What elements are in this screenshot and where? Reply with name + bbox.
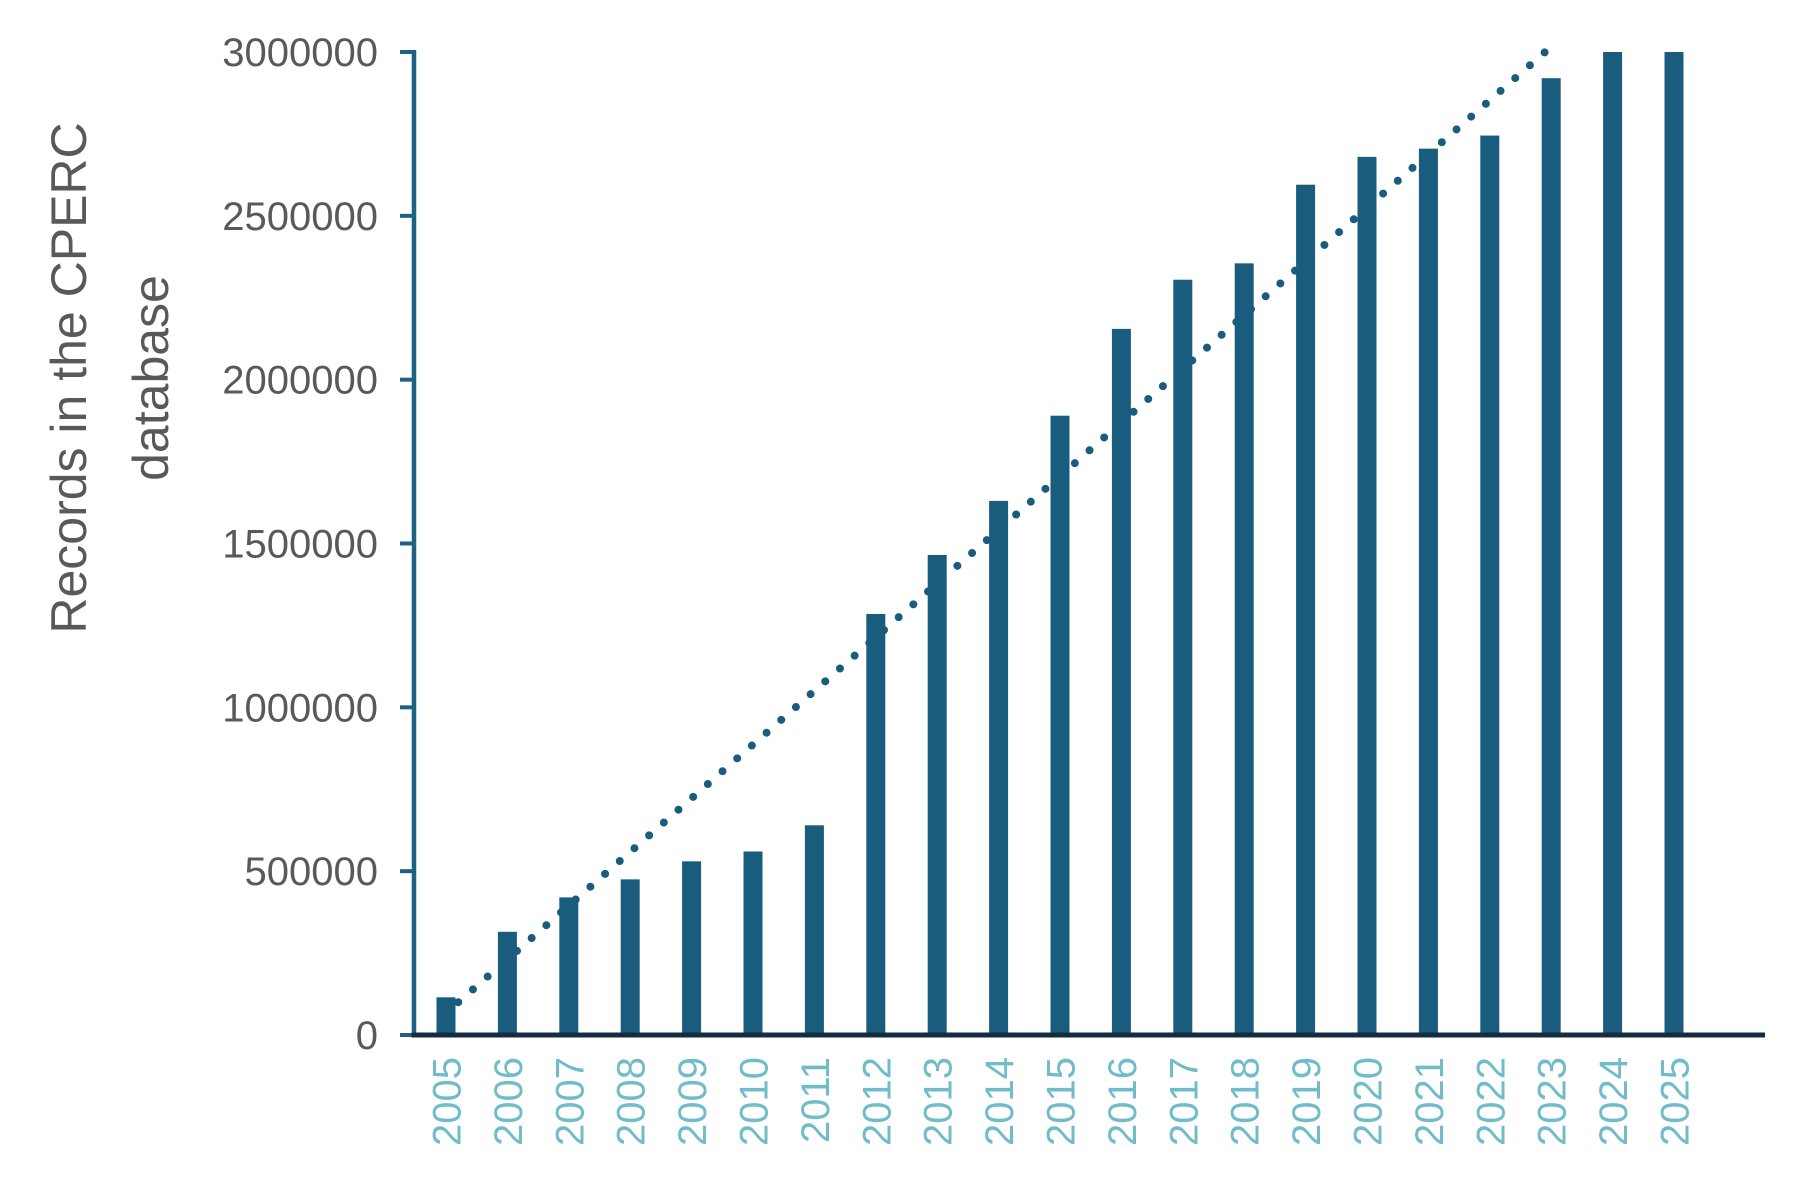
x-tick-label-2018: 2018	[1224, 1057, 1268, 1146]
bar-2024	[1603, 52, 1623, 1035]
x-tick-label-2022: 2022	[1469, 1057, 1513, 1146]
y-tick-label-500000: 500000	[245, 850, 378, 894]
bar-2016	[1111, 328, 1131, 1036]
bar-2008	[620, 879, 640, 1035]
x-tick-label-2017: 2017	[1162, 1057, 1206, 1146]
bar-2010	[743, 851, 763, 1035]
bar-2009	[682, 861, 702, 1035]
y-tick-label-1000000: 1000000	[222, 686, 378, 730]
bar-2018	[1234, 263, 1254, 1036]
trendline	[454, 48, 1550, 1007]
bar-2025	[1664, 52, 1684, 1035]
y-axis-title-line2: database	[123, 275, 179, 481]
bar-2005	[436, 997, 456, 1035]
bar-2006	[497, 931, 517, 1035]
x-tick-label-2012: 2012	[855, 1057, 899, 1146]
bar-2014	[989, 500, 1009, 1035]
y-tick-label-3000000: 3000000	[222, 31, 378, 75]
x-tick-label-2005: 2005	[426, 1057, 470, 1146]
y-tick-label-2000000: 2000000	[222, 359, 378, 403]
bar-2020	[1357, 156, 1377, 1035]
bar-2013	[927, 554, 947, 1035]
x-tick-label-2021: 2021	[1408, 1057, 1452, 1146]
y-tick-label-1500000: 1500000	[222, 523, 378, 567]
x-tick-label-2015: 2015	[1040, 1057, 1084, 1146]
chart-generated-layer: 0 500000 1000000 1500000 2000000 2500000 30000…	[222, 31, 1765, 1146]
x-tick-label-2010: 2010	[733, 1057, 777, 1146]
y-tick-label-0: 0	[356, 1014, 378, 1058]
bar-2017	[1173, 279, 1193, 1035]
x-tick-label-2020: 2020	[1347, 1057, 1391, 1146]
x-tick-label-2007: 2007	[548, 1057, 592, 1146]
y-axis-title-line1: Records in the CPERC	[41, 122, 97, 633]
x-tick-label-2006: 2006	[487, 1057, 531, 1146]
bar-2022	[1480, 135, 1500, 1035]
x-tick-label-2014: 2014	[978, 1057, 1022, 1146]
y-tick-label-2500000: 2500000	[222, 195, 378, 239]
bar-2023	[1541, 78, 1561, 1036]
bar-2019	[1296, 184, 1316, 1035]
bar-2015	[1050, 415, 1070, 1036]
x-tick-label-2013: 2013	[917, 1057, 961, 1146]
x-tick-label-2008: 2008	[610, 1057, 654, 1146]
x-tick-label-2025: 2025	[1654, 1057, 1698, 1146]
x-tick-label-2019: 2019	[1285, 1057, 1329, 1146]
x-tick-label-2011: 2011	[794, 1057, 838, 1143]
bar-2012	[866, 613, 886, 1035]
bar-2021	[1418, 148, 1438, 1035]
x-tick-label-2009: 2009	[671, 1057, 715, 1146]
bar-2011	[804, 825, 824, 1035]
x-tick-label-2016: 2016	[1101, 1057, 1145, 1146]
x-tick-label-2024: 2024	[1592, 1057, 1636, 1146]
bar-2007	[559, 897, 579, 1035]
x-tick-label-2023: 2023	[1531, 1057, 1575, 1146]
